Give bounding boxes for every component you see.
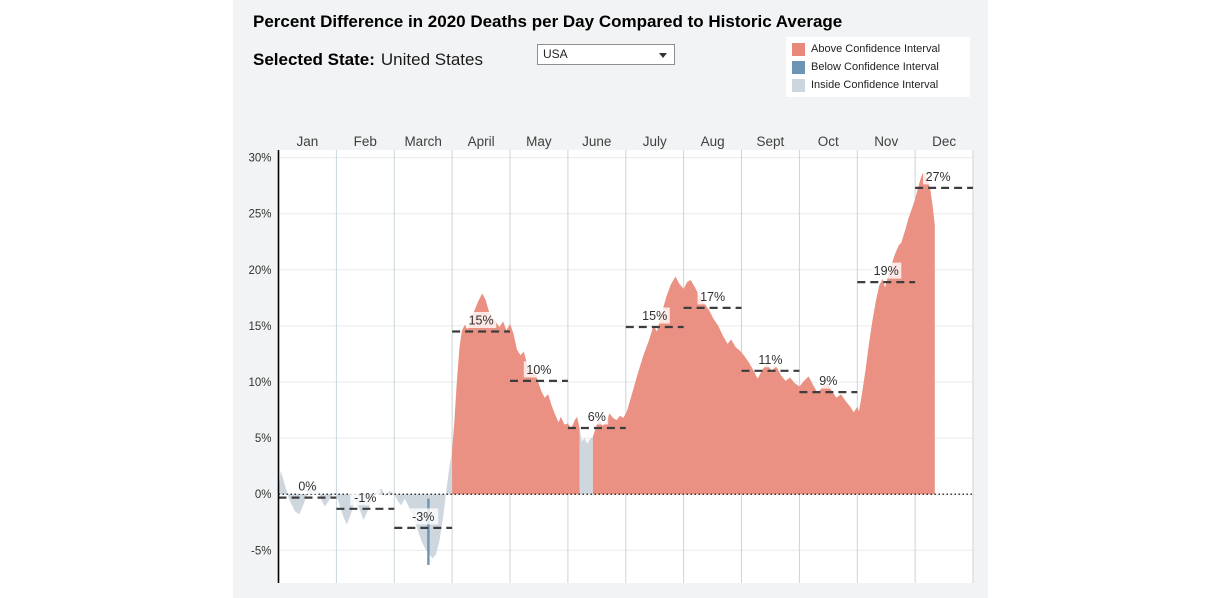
y-tick-label: 20% bbox=[248, 265, 271, 277]
month-label-Dec: Dec bbox=[932, 134, 956, 149]
y-tick-label: 25% bbox=[248, 209, 271, 221]
month-label-Jan: Jan bbox=[297, 134, 319, 149]
month-label-April: April bbox=[468, 134, 495, 149]
avg-label-Dec: 27% bbox=[926, 170, 951, 184]
selected-state-label: Selected State: bbox=[253, 50, 375, 69]
month-label-June: June bbox=[582, 134, 611, 149]
legend: Above Confidence Interval Below Confiden… bbox=[786, 37, 970, 97]
avg-label-bg bbox=[755, 351, 786, 368]
y-tick-label: -5% bbox=[251, 545, 271, 557]
avg-label-bg bbox=[523, 361, 554, 378]
avg-label-Jan: 0% bbox=[298, 480, 316, 494]
area-below bbox=[427, 498, 430, 565]
y-tick-label: 15% bbox=[248, 321, 271, 333]
chevron-down-icon bbox=[659, 53, 667, 58]
legend-swatch-above bbox=[792, 42, 805, 56]
selected-state-row: Selected State: United States bbox=[253, 50, 483, 70]
month-label-Nov: Nov bbox=[874, 134, 898, 149]
avg-label-July: 15% bbox=[642, 309, 667, 323]
avg-label-March: -3% bbox=[412, 510, 434, 524]
month-label-July: July bbox=[643, 134, 667, 149]
avg-label-bg bbox=[466, 312, 497, 328]
legend-label-below: Below Confidence Interval bbox=[811, 61, 939, 73]
area-above bbox=[452, 293, 580, 495]
y-tick-label: 10% bbox=[248, 377, 271, 389]
avg-label-bg bbox=[408, 508, 439, 525]
deaths-percent-difference-chart: 0% -1% -3% 15% 10% 6% 15% 17% 11% 9% 19% 27% 30% 25% 2… bbox=[248, 134, 974, 583]
legend-label-above: Above Confidence Interval bbox=[811, 43, 941, 55]
y-tick-label: 5% bbox=[255, 433, 272, 445]
y-tick-label: 30% bbox=[248, 153, 271, 165]
month-label-Feb: Feb bbox=[354, 134, 377, 149]
area-above bbox=[592, 172, 935, 495]
avg-label-Feb: -1% bbox=[354, 491, 376, 505]
state-select[interactable]: USA bbox=[537, 44, 675, 65]
legend-item-above: Above Confidence Interval bbox=[792, 40, 970, 58]
y-tick-label: 0% bbox=[255, 489, 272, 501]
avg-label-Nov: 19% bbox=[874, 264, 899, 278]
legend-item-inside: Inside Confidence Interval bbox=[792, 76, 970, 94]
avg-label-bg bbox=[871, 262, 902, 279]
month-label-Sept: Sept bbox=[757, 134, 785, 149]
avg-label-bg bbox=[923, 168, 954, 185]
month-label-May: May bbox=[526, 134, 552, 149]
avg-label-bg bbox=[816, 372, 840, 389]
avg-label-bg bbox=[697, 288, 728, 305]
avg-label-bg bbox=[350, 489, 381, 506]
avg-label-April: 15% bbox=[469, 314, 494, 328]
avg-label-May: 10% bbox=[526, 363, 551, 377]
avg-label-bg bbox=[639, 307, 670, 324]
page-title: Percent Difference in 2020 Deaths per Da… bbox=[253, 12, 843, 31]
state-select-value: USA bbox=[543, 47, 568, 61]
legend-label-inside: Inside Confidence Interval bbox=[811, 79, 939, 91]
avg-label-Aug: 17% bbox=[700, 290, 725, 304]
avg-label-Oct: 9% bbox=[819, 374, 837, 388]
month-label-March: March bbox=[404, 134, 442, 149]
avg-label-June: 6% bbox=[588, 410, 606, 424]
avg-label-bg bbox=[585, 408, 609, 425]
avg-label-Sept: 11% bbox=[758, 353, 782, 367]
legend-swatch-below bbox=[792, 60, 805, 74]
month-label-Oct: Oct bbox=[818, 134, 839, 149]
avg-label-bg bbox=[296, 478, 319, 495]
legend-item-below: Below Confidence Interval bbox=[792, 58, 970, 76]
area-inside bbox=[579, 428, 593, 495]
legend-swatch-inside bbox=[792, 78, 805, 92]
month-label-Aug: Aug bbox=[701, 134, 725, 149]
selected-state-value: United States bbox=[380, 50, 483, 69]
